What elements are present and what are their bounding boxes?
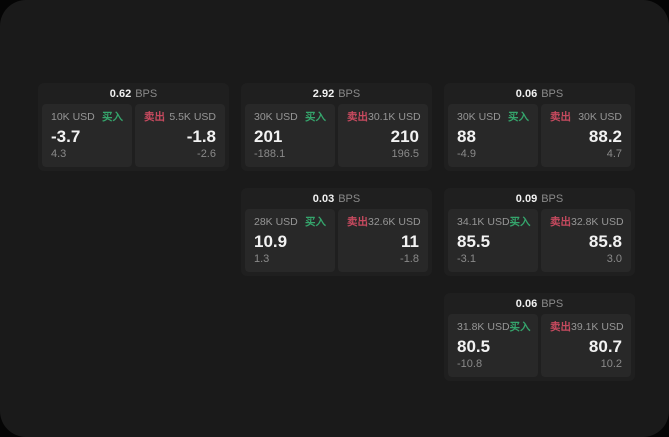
bps-value: 0.06	[515, 87, 538, 100]
sell-delta: 4.7	[606, 148, 622, 160]
buy-delta: -10.8	[457, 358, 483, 370]
sell-side-label: 卖出	[347, 111, 368, 123]
sell-side-label: 卖出	[550, 216, 571, 228]
sell-amount: 5.5K USD	[169, 111, 216, 123]
bps-unit-label: BPS	[541, 87, 564, 100]
sell-side-label: 卖出	[550, 111, 571, 123]
buy-side-label: 买入	[305, 111, 326, 123]
bps-value: 0.62	[109, 87, 132, 100]
quote-card-body: 31.8K USD 买入 80.5 -10.8 卖出 39.1K USD 80.…	[444, 314, 635, 381]
bps-header: 0.62 BPS	[38, 83, 229, 104]
buy-price: -3.7	[51, 127, 81, 146]
bps-value: 0.03	[312, 192, 335, 205]
quote-card: 2.92 BPS 30K USD 买入 201 -188.1 卖出 30.1K …	[241, 83, 432, 171]
sell-amount: 32.6K USD	[368, 216, 421, 228]
sell-amount: 39.1K USD	[571, 321, 624, 333]
bps-header: 0.03 BPS	[241, 188, 432, 209]
buy-delta: -188.1	[254, 148, 286, 160]
sell-delta: 196.5	[391, 148, 419, 160]
sell-price: 88.2	[588, 127, 622, 146]
sell-panel[interactable]: 卖出 30K USD 88.2 4.7	[541, 104, 631, 167]
buy-panel[interactable]: 31.8K USD 买入 80.5 -10.8	[448, 314, 538, 377]
buy-price: 85.5	[457, 232, 491, 251]
sell-amount: 30.1K USD	[368, 111, 421, 123]
sell-panel[interactable]: 卖出 5.5K USD -1.8 -2.6	[135, 104, 225, 167]
buy-delta: 4.3	[51, 148, 67, 160]
quote-card: 0.62 BPS 10K USD 买入 -3.7 4.3 卖出 5.5K USD…	[38, 83, 229, 171]
buy-price: 80.5	[457, 337, 491, 356]
buy-panel[interactable]: 30K USD 买入 201 -188.1	[245, 104, 335, 167]
sell-amount: 32.8K USD	[571, 216, 624, 228]
sell-delta: 10.2	[600, 358, 622, 370]
bps-unit-label: BPS	[541, 297, 564, 310]
bps-header: 0.09 BPS	[444, 188, 635, 209]
sell-panel[interactable]: 卖出 32.6K USD 11 -1.8	[338, 209, 428, 272]
sell-side-label: 卖出	[550, 321, 571, 333]
sell-price: -1.8	[186, 127, 216, 146]
sell-panel[interactable]: 卖出 32.8K USD 85.8 3.0	[541, 209, 631, 272]
buy-delta: 1.3	[254, 253, 270, 265]
bps-unit-label: BPS	[338, 87, 361, 100]
buy-amount: 30K USD	[457, 111, 501, 123]
buy-panel[interactable]: 30K USD 买入 88 -4.9	[448, 104, 538, 167]
bps-unit-label: BPS	[135, 87, 158, 100]
sell-panel[interactable]: 卖出 39.1K USD 80.7 10.2	[541, 314, 631, 377]
buy-side-label: 买入	[508, 111, 529, 123]
sell-delta: -2.6	[197, 148, 216, 160]
sell-side-label: 卖出	[144, 111, 165, 123]
bps-header: 0.06 BPS	[444, 83, 635, 104]
buy-amount: 31.8K USD	[457, 321, 510, 333]
bps-unit-label: BPS	[541, 192, 564, 205]
bps-value: 0.06	[515, 297, 538, 310]
buy-price: 201	[254, 127, 283, 146]
buy-side-label: 买入	[509, 321, 531, 333]
sell-delta: -1.8	[400, 253, 419, 265]
bps-value: 2.92	[312, 87, 335, 100]
buy-side-label: 买入	[509, 216, 531, 228]
buy-amount: 10K USD	[51, 111, 95, 123]
bps-unit-label: BPS	[338, 192, 361, 205]
sell-price: 80.7	[588, 337, 622, 356]
buy-side-label: 买入	[102, 111, 123, 123]
quote-card: 0.09 BPS 34.1K USD 买入 85.5 -3.1 卖出 32.8K…	[444, 188, 635, 276]
buy-amount: 28K USD	[254, 216, 298, 228]
buy-side-label: 买入	[305, 216, 326, 228]
bps-header: 2.92 BPS	[241, 83, 432, 104]
sell-price: 210	[390, 127, 419, 146]
quote-card: 0.03 BPS 28K USD 买入 10.9 1.3 卖出 32.6K US…	[241, 188, 432, 276]
sell-amount: 30K USD	[578, 111, 622, 123]
buy-delta: -4.9	[457, 148, 476, 160]
buy-price: 10.9	[254, 232, 288, 251]
buy-price: 88	[457, 127, 476, 146]
buy-panel[interactable]: 28K USD 买入 10.9 1.3	[245, 209, 335, 272]
quote-card: 0.06 BPS 30K USD 买入 88 -4.9 卖出 30K USD 8…	[444, 83, 635, 171]
sell-delta: 3.0	[606, 253, 622, 265]
sell-side-label: 卖出	[347, 216, 368, 228]
quote-card-body: 28K USD 买入 10.9 1.3 卖出 32.6K USD 11 -1.8	[241, 209, 432, 276]
bps-header: 0.06 BPS	[444, 293, 635, 314]
sell-price: 11	[401, 232, 419, 251]
quote-card-body: 30K USD 买入 201 -188.1 卖出 30.1K USD 210 1…	[241, 104, 432, 171]
sell-price: 85.8	[588, 232, 622, 251]
buy-amount: 30K USD	[254, 111, 298, 123]
quote-card-body: 30K USD 买入 88 -4.9 卖出 30K USD 88.2 4.7	[444, 104, 635, 171]
quote-card-body: 10K USD 买入 -3.7 4.3 卖出 5.5K USD -1.8 -2.…	[38, 104, 229, 171]
buy-amount: 34.1K USD	[457, 216, 510, 228]
sell-panel[interactable]: 卖出 30.1K USD 210 196.5	[338, 104, 428, 167]
buy-delta: -3.1	[457, 253, 476, 265]
quote-card: 0.06 BPS 31.8K USD 买入 80.5 -10.8 卖出 39.1…	[444, 293, 635, 381]
buy-panel[interactable]: 34.1K USD 买入 85.5 -3.1	[448, 209, 538, 272]
quote-card-body: 34.1K USD 买入 85.5 -3.1 卖出 32.8K USD 85.8…	[444, 209, 635, 276]
cards-grid: 0.62 BPS 10K USD 买入 -3.7 4.3 卖出 5.5K USD…	[38, 83, 635, 381]
buy-panel[interactable]: 10K USD 买入 -3.7 4.3	[42, 104, 132, 167]
bps-value: 0.09	[515, 192, 538, 205]
